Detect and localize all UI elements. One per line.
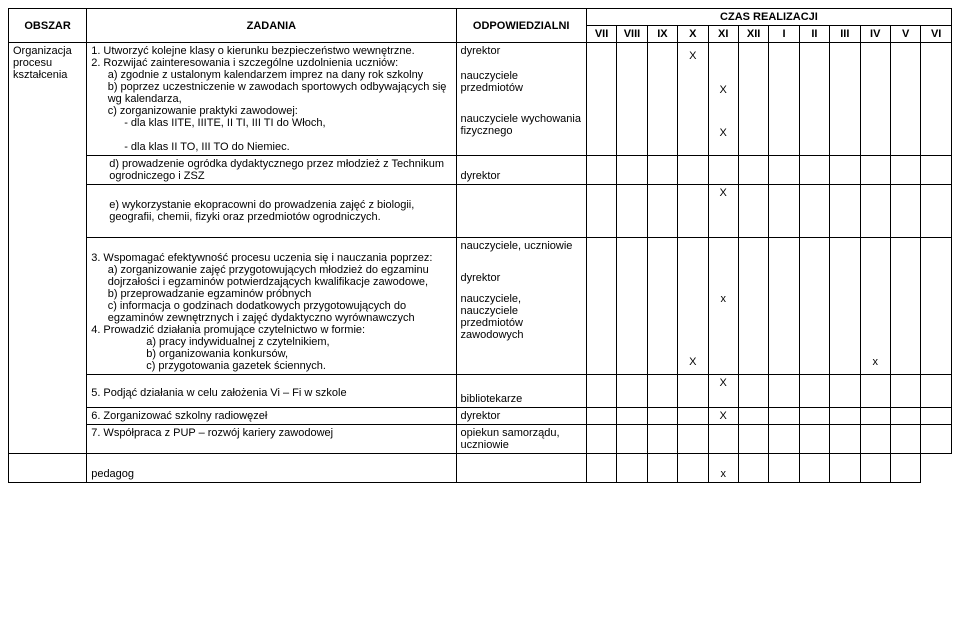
- task-cell-5: 5. Podjąć działania w celu założenia Vi …: [87, 375, 456, 408]
- odpow-cell: pedagog: [87, 454, 456, 483]
- odpow-cell: dyrektor: [456, 408, 586, 425]
- month-col-1: VII: [586, 26, 616, 43]
- task-text: c) zorganizowanie praktyki zawodowej:: [108, 105, 298, 117]
- task-text: - dla klas IITE, IIITE, II TI, III TI do…: [124, 117, 325, 129]
- odpow-cell: [456, 185, 586, 238]
- odpow-cell: opiekun samorządu, uczniowie: [456, 425, 586, 454]
- odpow-text: nauczyciele,: [461, 293, 522, 305]
- month-col-7: I: [769, 26, 799, 43]
- mark-x: X: [678, 43, 708, 69]
- mark-x: X: [708, 111, 738, 155]
- month-col-2: VIII: [617, 26, 647, 43]
- task-text: d) prowadzenie ogródka dydaktycznego prz…: [109, 158, 444, 182]
- task-text: 3. Wspomagać efektywność procesu uczenia…: [91, 252, 432, 264]
- main-table: OBSZAR ZADANIA ODPOWIEDZIALNI CZAS REALI…: [8, 8, 952, 483]
- task-text: b) przeprowadzanie egzaminów próbnych: [108, 288, 312, 300]
- task-text: b) organizowania konkursów,: [146, 348, 288, 360]
- month-col-12: VI: [921, 26, 952, 43]
- mark-x: X: [708, 185, 738, 238]
- task-text: - dla klas II TO, III TO do Niemiec.: [124, 141, 289, 153]
- task-text: 6. Zorganizować szkolny radiowęzeł: [91, 410, 267, 422]
- task-text: 7. Współpraca z PUP – rozwój kariery zaw…: [91, 427, 333, 439]
- task-text: c) przygotowania gazetek ściennych.: [146, 360, 326, 372]
- odpow-cell: dyrektor: [456, 156, 586, 185]
- task-text: a) zorganizowanie zajęć przygotowujących…: [108, 264, 429, 288]
- obszar-cell: Organizacja procesu kształcenia: [9, 43, 87, 454]
- header-odpowiedzialni: ODPOWIEDZIALNI: [456, 9, 586, 43]
- task-cell-1: 1. Utworzyć kolejne klasy o kierunku bez…: [87, 43, 456, 156]
- odpow-cell: dyrektor: [456, 258, 586, 292]
- month-col-9: III: [830, 26, 860, 43]
- odpow-cell: nauczyciele wychowania fizycznego: [456, 111, 586, 155]
- odpow-text: dyrektor: [461, 272, 501, 284]
- task-cell-4: 3. Wspomagać efektywność procesu uczenia…: [87, 238, 456, 375]
- odpow-cell: nauczyciele przedmiotów: [456, 68, 586, 111]
- mark-x: x: [708, 291, 738, 354]
- task-text: 5. Podjąć działania w celu założenia Vi …: [91, 387, 346, 399]
- month-col-10: IV: [860, 26, 890, 43]
- header-zadania: ZADANIA: [87, 9, 456, 43]
- mark-x: X: [708, 68, 738, 111]
- month-col-11: V: [890, 26, 920, 43]
- month-col-6: XII: [738, 26, 768, 43]
- task-text: 4. Prowadzić działania promujące czyteln…: [91, 324, 365, 336]
- header-czas: CZAS REALIZACJI: [586, 9, 951, 26]
- odpow-cell: dyrektor: [456, 43, 586, 69]
- task-text: a) pracy indywidualnej z czytelnikiem,: [146, 336, 329, 348]
- task-text: b) poprzez uczestniczenie w zawodach spo…: [108, 81, 447, 105]
- mark-x: x: [860, 354, 890, 374]
- month-col-4: X: [678, 26, 708, 43]
- odpow-cell: nauczyciele, nauczyciele przedmiotów zaw…: [456, 291, 586, 354]
- task-cell-2: d) prowadzenie ogródka dydaktycznego prz…: [87, 156, 456, 185]
- odpow-cell: nauczyciele, uczniowie: [456, 238, 586, 258]
- month-col-8: II: [799, 26, 829, 43]
- mark-x: X: [708, 375, 738, 408]
- task-text: a) zgodnie z ustalonym kalendarzem impre…: [108, 69, 423, 81]
- odpow-cell: bibliotekarze: [456, 375, 586, 408]
- task-cell-6: 6. Zorganizować szkolny radiowęzeł: [87, 408, 456, 425]
- task-cell-7: 7. Współpraca z PUP – rozwój kariery zaw…: [87, 425, 456, 454]
- task-text: e) wykorzystanie ekopracowni do prowadze…: [109, 199, 414, 223]
- task-text: c) informacja o godzinach dodatkowych pr…: [108, 300, 415, 324]
- task-text: 1. Utworzyć kolejne klasy o kierunku bez…: [91, 45, 414, 57]
- task-cell-3: e) wykorzystanie ekopracowni do prowadze…: [87, 185, 456, 238]
- mark-x: x: [708, 454, 738, 483]
- mark-x: X: [708, 408, 738, 425]
- month-col-3: IX: [647, 26, 677, 43]
- task-cell-8: [9, 454, 87, 483]
- month-col-5: XI: [708, 26, 738, 43]
- header-obszar: OBSZAR: [9, 9, 87, 43]
- task-text: 2. Rozwijać zainteresowania i szczególne…: [91, 57, 398, 69]
- mark-x: X: [678, 354, 708, 374]
- odpow-text: nauczyciele przedmiotów zawodowych: [461, 305, 524, 341]
- odpow-cell: [456, 354, 586, 374]
